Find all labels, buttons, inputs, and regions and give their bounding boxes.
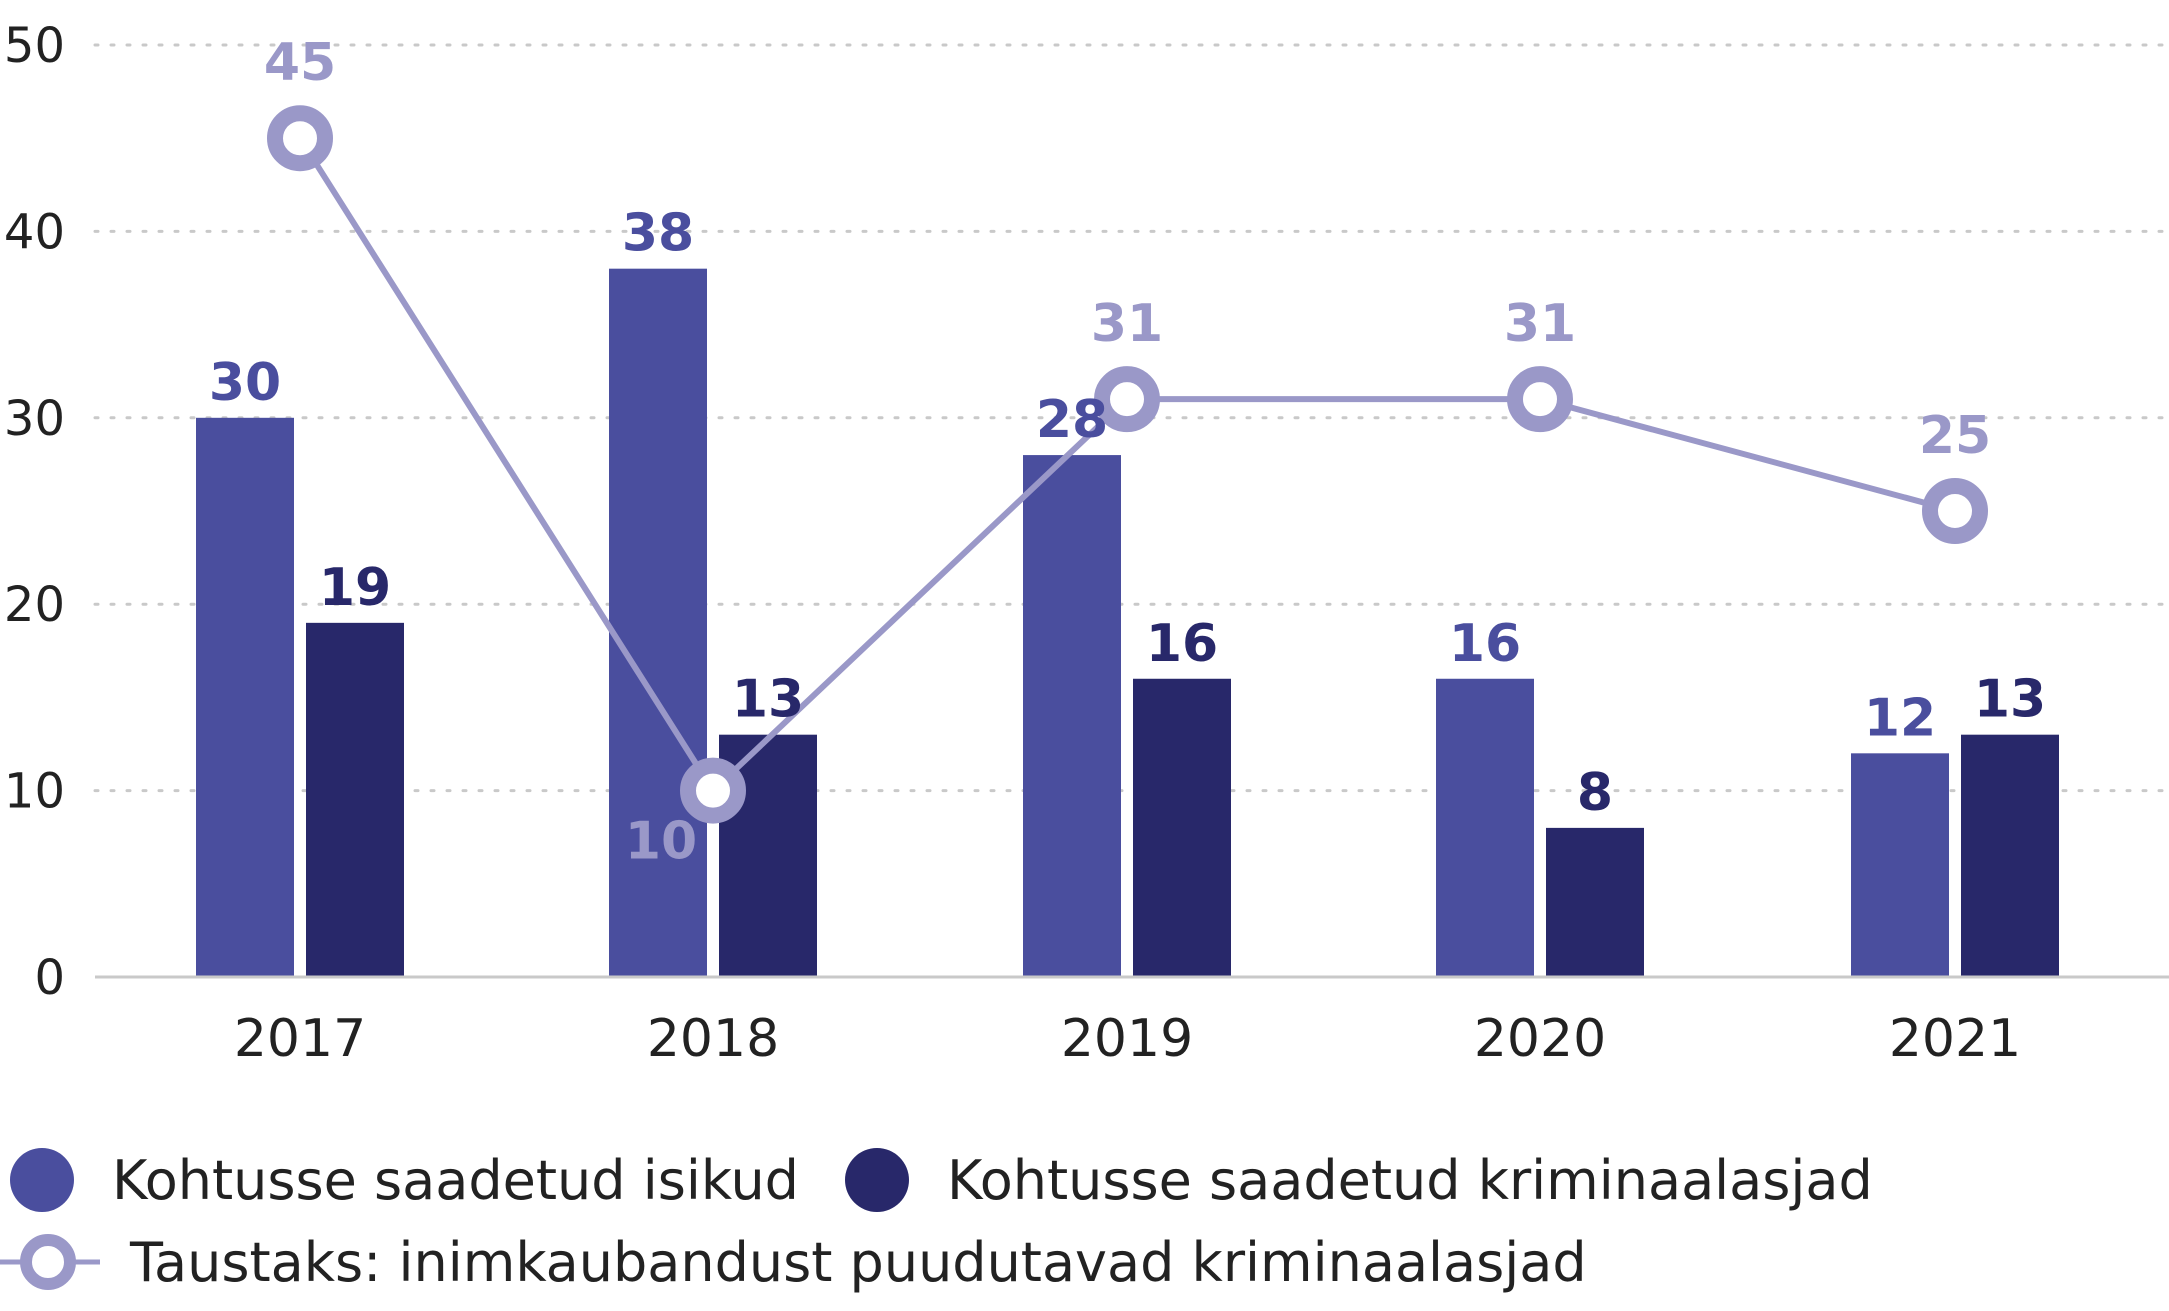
data-label-isikud: 16 [1449, 614, 1521, 674]
y-tick-label: 40 [4, 204, 65, 260]
y-tick-label: 50 [4, 18, 65, 74]
data-labels: 30 19 38 13 28 16 16 8 12 13 45 10 31 31 25 [209, 33, 2046, 871]
data-label-isikud: 12 [1864, 688, 1936, 748]
grid-layer [93, 43, 2169, 793]
bar-kriminaalasjad-2017 [306, 622, 404, 977]
legend-item-isikud: Kohtusse saadetud isikud [10, 1148, 799, 1212]
line-taustaks [297, 136, 1956, 794]
data-label-isikud: 38 [622, 204, 694, 264]
bars [196, 268, 2059, 978]
data-label-taustaks: 45 [264, 33, 336, 93]
legend-item-taustaks: Taustaks: inimkaubandust puudutavad krim… [0, 1230, 1587, 1294]
bar-isikud-2020 [1436, 678, 1534, 977]
legend-label-kriminaalasjad: Kohtusse saadetud kriminaalasjad [947, 1148, 1873, 1212]
data-label-kriminaalasjad: 19 [319, 558, 391, 618]
y-tick-label: 20 [4, 577, 65, 633]
chart-svg: 0 10 20 30 40 50 2017 2018 2019 2020 2021 30 19 38 1… [4, 18, 2169, 1069]
line-point-taustaks [680, 757, 746, 824]
bar-kriminaalasjad-2020 [1546, 827, 1644, 977]
x-tick-label: 2021 [1889, 1009, 2021, 1069]
legend-swatch-kriminaalasjad [845, 1148, 909, 1212]
data-label-kriminaalasjad: 13 [1974, 670, 2046, 730]
line-point-taustaks [1507, 366, 1573, 433]
legend-swatch-isikud [10, 1148, 74, 1212]
legend-label-isikud: Kohtusse saadetud isikud [112, 1148, 799, 1212]
legend: Kohtusse saadetud isikud Kohtusse saadet… [0, 1140, 2169, 1311]
data-label-taustaks: 25 [1919, 406, 1991, 466]
data-label-isikud: 28 [1036, 390, 1108, 450]
y-tick-label: 30 [4, 391, 65, 447]
data-label-kriminaalasjad: 16 [1146, 614, 1218, 674]
y-tick-label: 10 [4, 764, 65, 820]
data-label-taustaks: 31 [1091, 294, 1163, 354]
data-label-kriminaalasjad: 8 [1577, 763, 1613, 823]
line-point-taustaks [1922, 478, 1988, 544]
x-tick-label: 2019 [1061, 1009, 1193, 1069]
data-label-isikud: 30 [209, 353, 281, 413]
y-axis-ticks: 0 10 20 30 40 50 [4, 18, 65, 1006]
line-point-taustaks [1094, 366, 1160, 433]
data-label-taustaks: 10 [625, 812, 697, 872]
bar-kriminaalasjad-2021 [1961, 734, 2059, 977]
bar-isikud-2018 [609, 268, 707, 977]
legend-swatch-taustaks [0, 1234, 100, 1290]
line-point-taustaks [267, 105, 333, 172]
legend-label-taustaks: Taustaks: inimkaubandust puudutavad krim… [130, 1230, 1587, 1294]
bar-kriminaalasjad-2019 [1133, 678, 1231, 977]
bar-isikud-2017 [196, 417, 294, 977]
y-tick-label: 0 [34, 950, 65, 1006]
legend-item-kriminaalasjad: Kohtusse saadetud kriminaalasjad [845, 1148, 1873, 1212]
bar-isikud-2019 [1023, 455, 1121, 978]
x-tick-label: 2018 [647, 1009, 779, 1069]
x-tick-label: 2020 [1474, 1009, 1606, 1069]
line-series [267, 105, 1988, 824]
data-label-taustaks: 31 [1504, 294, 1576, 354]
bar-isikud-2021 [1851, 753, 1949, 977]
x-axis-ticks: 2017 2018 2019 2020 2021 [234, 1009, 2021, 1069]
data-label-kriminaalasjad: 13 [732, 670, 804, 730]
x-tick-label: 2017 [234, 1009, 366, 1069]
